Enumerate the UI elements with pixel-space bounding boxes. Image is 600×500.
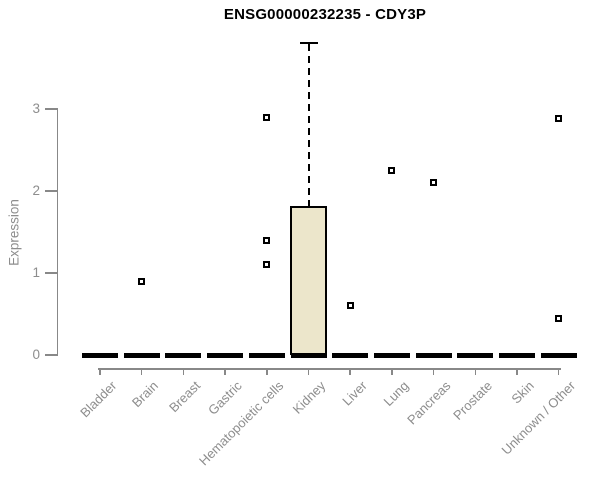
y-tick-label: 2 <box>32 183 40 198</box>
whisker-cap <box>299 41 318 45</box>
x-tick-label-gastric: Gastric <box>204 378 245 418</box>
x-tick <box>474 368 477 375</box>
x-tick-label-brain: Brain <box>129 378 162 411</box>
x-tick-label-unknown-other: Unknown / Other <box>498 378 579 458</box>
outlier-point <box>430 179 438 187</box>
zero-median-dash <box>415 352 452 358</box>
zero-median-dash <box>332 352 369 358</box>
zero-median-dash <box>207 352 244 358</box>
y-tick <box>45 190 57 192</box>
outlier-point <box>263 261 271 269</box>
whisker-line <box>307 43 310 206</box>
zero-median-dash <box>248 352 285 358</box>
outlier-point <box>346 302 354 310</box>
x-tick-label-lung: Lung <box>380 378 412 410</box>
x-tick <box>266 368 268 375</box>
x-tick <box>182 368 185 375</box>
y-tick-label: 1 <box>32 265 40 280</box>
zero-median-dash <box>82 352 118 358</box>
x-tick <box>349 368 351 375</box>
zero-median-dash <box>499 352 535 358</box>
x-tick-label-prostate: Prostate <box>450 378 495 423</box>
x-tick <box>391 368 393 375</box>
zero-median-dash <box>540 352 577 358</box>
x-tick-label-breast: Breast <box>165 378 204 416</box>
y-tick <box>45 354 57 356</box>
zero-median-dash <box>457 352 494 358</box>
outlier-point <box>263 113 271 121</box>
y-tick <box>45 108 57 110</box>
outlier-point <box>555 314 563 322</box>
zero-median-dash <box>123 352 160 358</box>
outlier-point <box>388 167 396 174</box>
x-tick-label-kidney: Kidney <box>289 378 329 417</box>
x-tick-label-liver: Liver <box>339 378 370 409</box>
x-tick <box>516 368 518 375</box>
chart-title: ENSG00000232235 - CDY3P <box>223 6 427 23</box>
x-tick-label-pancreas: Pancreas <box>403 378 454 428</box>
x-tick <box>224 368 226 375</box>
zero-median-dash <box>290 352 327 358</box>
y-tick <box>45 272 57 274</box>
x-tick <box>557 368 560 375</box>
x-tick-label-skin: Skin <box>508 378 537 407</box>
x-tick <box>432 368 435 375</box>
x-tick <box>307 368 310 375</box>
y-tick-label: 0 <box>32 347 40 362</box>
box-kidney <box>290 205 327 355</box>
zero-median-dash <box>165 352 202 358</box>
outlier-point <box>263 236 271 244</box>
x-tick <box>99 368 101 375</box>
x-tick-label-bladder: Bladder <box>77 378 120 421</box>
zero-median-dash <box>373 352 410 358</box>
outlier-point <box>138 277 146 285</box>
y-axis-line <box>56 108 58 356</box>
outlier-point <box>555 115 563 123</box>
x-tick <box>140 368 143 375</box>
x-axis-line <box>98 368 561 370</box>
y-tick-label: 3 <box>32 101 40 116</box>
